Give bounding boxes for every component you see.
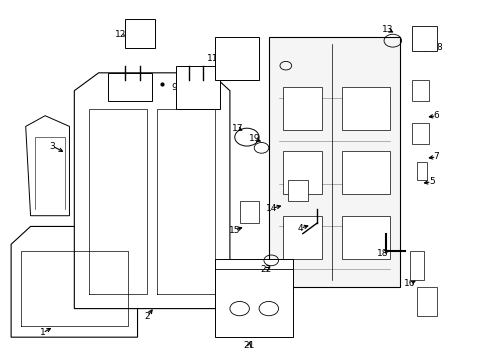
Polygon shape xyxy=(215,37,259,80)
Text: 11: 11 xyxy=(207,54,218,63)
Text: 15: 15 xyxy=(228,225,240,234)
Text: 4: 4 xyxy=(297,224,303,233)
Text: 21: 21 xyxy=(243,341,255,350)
Polygon shape xyxy=(411,80,428,102)
Polygon shape xyxy=(283,152,322,194)
Text: 8: 8 xyxy=(435,43,441,52)
Text: 1: 1 xyxy=(40,328,45,337)
Text: 13: 13 xyxy=(382,26,393,35)
Polygon shape xyxy=(409,251,424,280)
Polygon shape xyxy=(268,37,399,287)
Polygon shape xyxy=(287,180,307,202)
Text: 20: 20 xyxy=(425,301,436,310)
Text: 12: 12 xyxy=(115,30,126,39)
Polygon shape xyxy=(411,123,428,144)
Text: 10: 10 xyxy=(115,79,126,88)
Text: 3: 3 xyxy=(49,141,55,150)
Polygon shape xyxy=(215,258,292,337)
Polygon shape xyxy=(341,216,389,258)
Polygon shape xyxy=(239,202,259,223)
Polygon shape xyxy=(283,87,322,130)
Polygon shape xyxy=(411,26,436,51)
Polygon shape xyxy=(416,162,426,180)
Polygon shape xyxy=(26,116,69,216)
Text: 17: 17 xyxy=(231,124,243,133)
Text: 7: 7 xyxy=(433,152,439,161)
Text: 6: 6 xyxy=(433,111,439,120)
Polygon shape xyxy=(108,73,152,102)
Text: 19: 19 xyxy=(248,134,260,143)
Text: 16: 16 xyxy=(403,279,415,288)
Text: 14: 14 xyxy=(265,204,276,213)
Polygon shape xyxy=(416,287,436,316)
Text: 5: 5 xyxy=(428,177,434,186)
Polygon shape xyxy=(341,87,389,130)
Polygon shape xyxy=(74,73,229,309)
Text: 18: 18 xyxy=(377,249,388,258)
Polygon shape xyxy=(176,66,220,109)
Text: 2: 2 xyxy=(144,312,150,321)
Polygon shape xyxy=(341,152,389,194)
Text: 22: 22 xyxy=(260,265,271,274)
Polygon shape xyxy=(11,226,137,337)
Text: 9: 9 xyxy=(171,83,177,92)
Polygon shape xyxy=(125,19,154,48)
Polygon shape xyxy=(283,216,322,258)
